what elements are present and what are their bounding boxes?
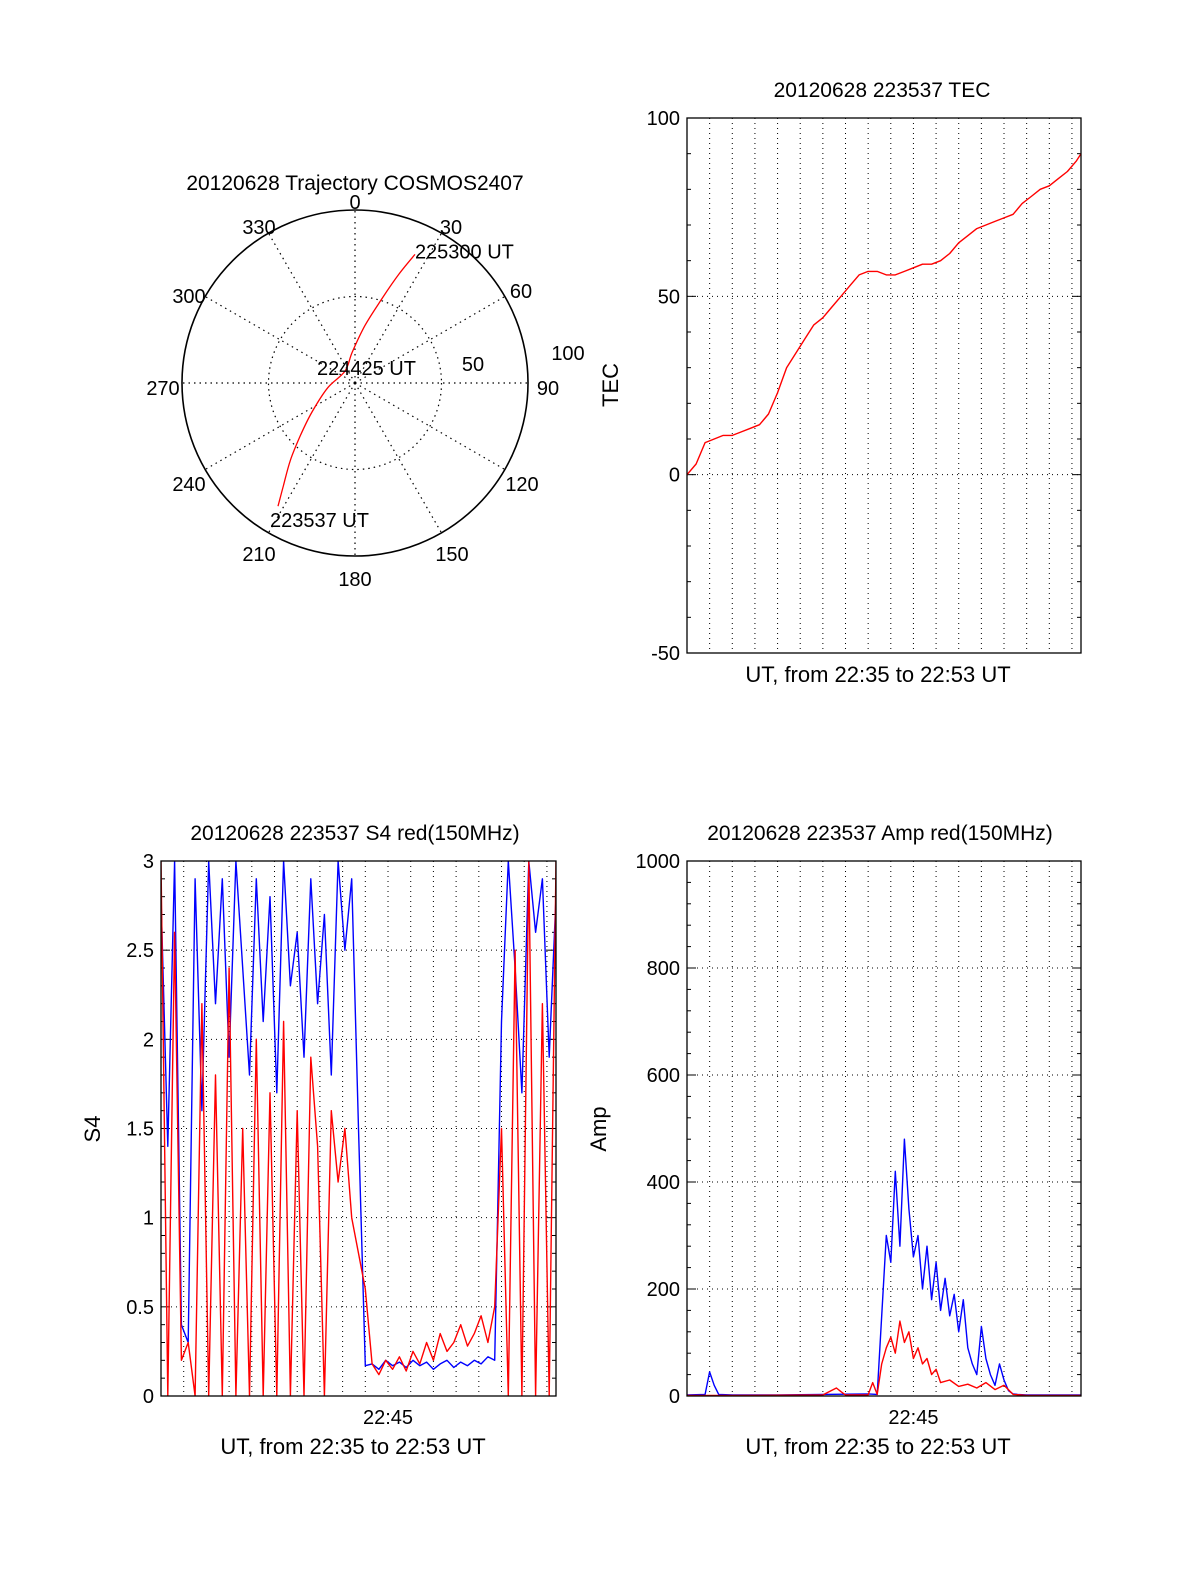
- polar-grid: [181, 209, 529, 557]
- trajectory-annotation-1: 224425 UT: [317, 358, 416, 380]
- y-tick-label: 1.5: [126, 1119, 154, 1141]
- amp-xlabel: UT, from 22:35 to 22:53 UT: [745, 1434, 1010, 1459]
- tec-panel: 20120628 223537 TEC -50 0 50 100 UT, from 2…: [598, 79, 1082, 687]
- polar-angle-label-60: 60: [510, 281, 532, 303]
- polar-ring-100: [181, 209, 529, 557]
- amp-plot-area: 0 200 400 600 800 1000 22:45: [636, 851, 1082, 1429]
- y-tick-label: 200: [647, 1279, 680, 1301]
- amp-title: 20120628 223537 Amp red(150MHz): [707, 822, 1053, 845]
- y-tick-label: 100: [647, 108, 680, 130]
- polar-spoke-60: [354, 295, 506, 384]
- polar-angle-label-120: 120: [505, 474, 538, 496]
- s4-title: 20120628 223537 S4 red(150MHz): [190, 822, 519, 845]
- tec-xlabel: UT, from 22:35 to 22:53 UT: [745, 662, 1010, 687]
- series-group: [687, 1138, 1081, 1396]
- polar-angle-label-270: 270: [146, 378, 179, 400]
- y-tick-label: 1000: [636, 851, 681, 873]
- polar-spoke-210: [267, 382, 356, 534]
- polar-spoke-120: [354, 382, 506, 471]
- polar-angle-label-30: 30: [440, 217, 462, 239]
- polar-spoke-150: [354, 382, 443, 534]
- y-tick-label: 800: [647, 958, 680, 980]
- s4-ylabel: S4: [80, 1116, 105, 1143]
- y-tick-label: -50: [651, 643, 680, 665]
- series-line-0: [687, 1138, 1081, 1396]
- tec-ylabel: TEC: [598, 363, 623, 407]
- polar-radius-label-50: 50: [462, 354, 484, 376]
- series-group: [161, 861, 556, 1396]
- y-tick-label: 0.5: [126, 1297, 154, 1319]
- trajectory-title: 20120628 Trajectory COSMOS2407: [186, 172, 523, 195]
- polar-angle-label-210: 210: [242, 544, 275, 566]
- y-tick-label: 0: [669, 465, 680, 487]
- polar-spoke-240: [204, 382, 356, 471]
- x-tick-label: 22:45: [363, 1407, 413, 1429]
- polar-ring-50: [267, 295, 443, 471]
- y-tick-label: 600: [647, 1065, 680, 1087]
- tec-plot-area: -50 0 50 100: [647, 108, 1082, 665]
- amp-panel: 20120628 223537 Amp red(150MHz) 0 200 400 6…: [586, 822, 1082, 1459]
- plot-frame: [686, 117, 1082, 654]
- trajectory-line: [277, 253, 416, 507]
- polar-angle-label-330: 330: [242, 217, 275, 239]
- s4-plot-area: 0 0.5 1 1.5 2 2.5 3 22:45: [126, 851, 557, 1429]
- x-tick-label: 22:45: [888, 1407, 938, 1429]
- y-tick-label: 3: [143, 851, 154, 873]
- trajectory-annotation-2: 223537 UT: [270, 510, 369, 532]
- y-tick-label: 2: [143, 1029, 154, 1051]
- polar-angle-label-180: 180: [338, 569, 371, 591]
- polar-spoke-300: [204, 295, 356, 384]
- polar-radius-label-100: 100: [551, 343, 584, 365]
- s4-xlabel: UT, from 22:35 to 22:53 UT: [220, 1434, 485, 1459]
- y-tick-label: 50: [658, 286, 680, 308]
- series-line-0: [687, 153, 1081, 476]
- plot-frame: [686, 860, 1082, 1397]
- trajectory-series: [277, 253, 416, 507]
- series-line-1: [687, 1320, 1081, 1396]
- y-tick-label: 1: [143, 1208, 154, 1230]
- polar-angle-label-0: 0: [349, 192, 360, 214]
- series-line-0: [161, 861, 556, 1371]
- series-group: [687, 153, 1081, 476]
- s4-panel: 20120628 223537 S4 red(150MHz) 0 0.5 1 1.5 2…: [80, 822, 557, 1459]
- polar-angle-label-150: 150: [435, 544, 468, 566]
- polar-spoke-30: [354, 232, 443, 384]
- series-line-1: [161, 861, 556, 1396]
- plot-frame: [160, 860, 557, 1397]
- tec-title: 20120628 223537 TEC: [774, 79, 991, 102]
- y-tick-label: 400: [647, 1172, 680, 1194]
- y-tick-label: 2.5: [126, 940, 154, 962]
- polar-angle-label-90: 90: [537, 378, 559, 400]
- amp-ylabel: Amp: [586, 1106, 611, 1151]
- polar-labels: 0 30 60 90 120 150 180 210 240 270 300 330 50 100 2253…: [146, 192, 584, 591]
- trajectory-panel: 20120628 Trajectory COSMOS2407 0 30 60 90 12…: [146, 172, 584, 591]
- polar-angle-label-240: 240: [172, 474, 205, 496]
- polar-angle-label-300: 300: [172, 286, 205, 308]
- polar-spoke-330: [267, 232, 356, 384]
- trajectory-annotation-0: 225300 UT: [415, 241, 514, 263]
- y-tick-label: 0: [669, 1386, 680, 1408]
- y-tick-label: 0: [143, 1386, 154, 1408]
